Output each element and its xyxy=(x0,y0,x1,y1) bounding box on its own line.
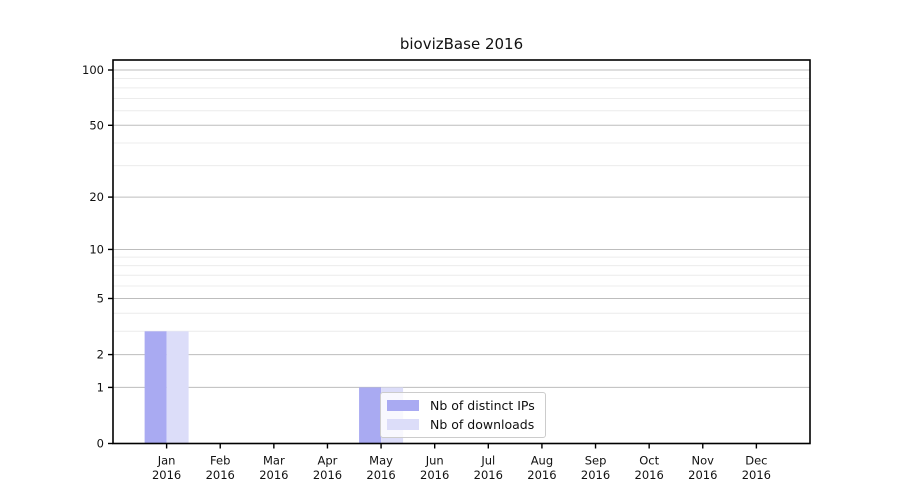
y-tick-label: 5 xyxy=(97,291,104,305)
x-tick-label-year: 2016 xyxy=(635,468,664,482)
y-tick-label: 1 xyxy=(97,380,104,394)
x-tick-label-year: 2016 xyxy=(259,468,288,482)
legend-entry-downloads: Nb of downloads xyxy=(387,417,538,432)
legend-label-distinct-ips: Nb of distinct IPs xyxy=(430,398,535,413)
chart-title: biovizBase 2016 xyxy=(399,35,524,53)
legend-swatch-downloads xyxy=(387,419,419,430)
x-tick-label-month: Aug xyxy=(531,454,553,468)
x-tick-label-month: Nov xyxy=(692,454,715,468)
x-tick-label-month: Jan xyxy=(157,454,176,468)
x-tick-label-year: 2016 xyxy=(313,468,342,482)
x-tick-label-month: May xyxy=(369,454,393,468)
y-tick-label: 2 xyxy=(97,348,104,362)
x-tick-label-month: Mar xyxy=(263,454,285,468)
x-tick-label-month: Oct xyxy=(639,454,659,468)
x-tick-label-year: 2016 xyxy=(206,468,235,482)
legend-label-downloads: Nb of downloads xyxy=(430,417,535,432)
y-tick-label: 0 xyxy=(97,437,104,451)
x-tick-label-year: 2016 xyxy=(581,468,610,482)
x-tick-label-year: 2016 xyxy=(474,468,503,482)
x-tick-label-month: Sep xyxy=(585,454,607,468)
bar-nb-of-distinct-ips-may xyxy=(359,387,382,444)
x-tick-label-year: 2016 xyxy=(742,468,771,482)
x-tick-label-month: Jun xyxy=(425,454,444,468)
x-tick-label-year: 2016 xyxy=(420,468,449,482)
x-tick-label-month: Apr xyxy=(318,454,338,468)
legend-swatch-distinct-ips xyxy=(387,400,419,411)
x-tick-label-year: 2016 xyxy=(527,468,556,482)
y-tick-label: 10 xyxy=(89,242,104,256)
y-tick-label: 20 xyxy=(89,190,104,204)
x-tick-label-year: 2016 xyxy=(688,468,717,482)
bar-nb-of-downloads-jan xyxy=(166,331,189,444)
x-tick-label-month: Jul xyxy=(480,454,495,468)
x-tick-label-month: Dec xyxy=(745,454,767,468)
legend: Nb of distinct IPs Nb of downloads xyxy=(380,392,546,438)
y-tick-label: 50 xyxy=(89,118,104,132)
legend-entry-distinct-ips: Nb of distinct IPs xyxy=(387,398,538,413)
y-tick-label: 100 xyxy=(82,63,104,77)
plot-border xyxy=(112,59,811,445)
bar-nb-of-distinct-ips-jan xyxy=(144,331,167,444)
x-tick-label-month: Feb xyxy=(210,454,230,468)
x-tick-label-year: 2016 xyxy=(366,468,395,482)
x-tick-label-year: 2016 xyxy=(152,468,181,482)
